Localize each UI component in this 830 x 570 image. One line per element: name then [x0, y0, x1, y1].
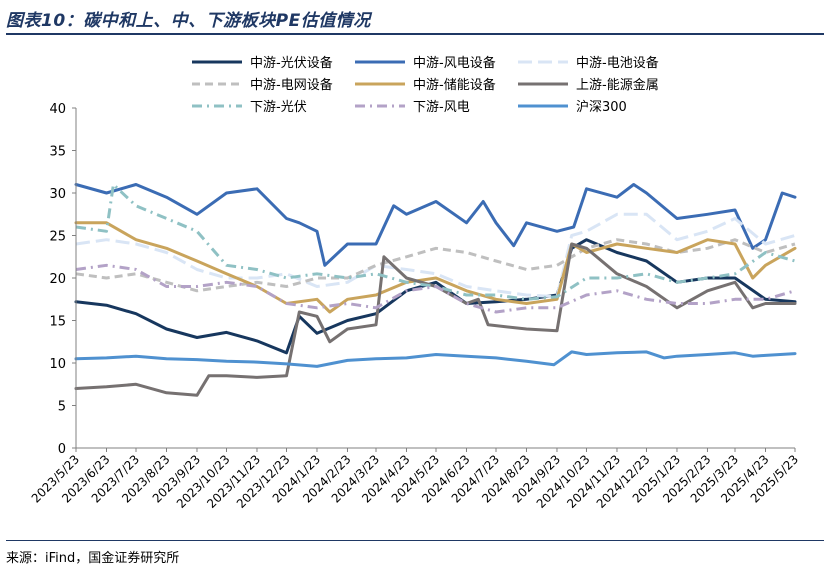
footer-divider [6, 540, 824, 541]
chart-axes: 05101520253035402023/5/232023/6/232023/7… [29, 102, 801, 511]
chart-title: 图表10：碳中和上、中、下游板块PE估值情况 [6, 11, 371, 31]
legend-label-6: 上游-能源金属 [576, 77, 659, 93]
series-line-7 [75, 183, 796, 301]
series-line-4 [75, 238, 796, 293]
y-tick-label: 40 [49, 102, 66, 117]
y-tick-label: 5 [58, 400, 66, 415]
legend-label-3: 中游-电池设备 [576, 55, 659, 71]
y-tick-label: 20 [49, 272, 66, 287]
y-tick-label: 35 [49, 145, 66, 160]
y-tick-label: 0 [58, 442, 66, 457]
y-tick-label: 30 [49, 187, 66, 202]
series-line-8 [75, 263, 796, 314]
plot-area [74, 183, 797, 397]
y-tick-label: 15 [49, 315, 66, 330]
series-line-9 [74, 350, 797, 368]
legend-label-2: 中游-风电设备 [413, 55, 496, 71]
series-line-1 [74, 238, 797, 355]
source-note: 来源：iFind，国金证券研究所 [6, 551, 180, 566]
series-line-3 [75, 212, 796, 299]
y-tick-label: 10 [49, 357, 66, 372]
legend-label-8: 下游-风电 [413, 100, 470, 115]
series-line-2 [74, 183, 797, 267]
legend-label-1: 中游-光伏设备 [250, 55, 333, 71]
y-tick-label: 25 [49, 230, 66, 245]
series-line-6 [74, 242, 797, 397]
legend-label-4: 中游-电网设备 [250, 77, 333, 93]
series-line-5 [74, 221, 797, 314]
title-divider [6, 33, 824, 35]
legend-label-7: 下游-光伏 [250, 100, 307, 115]
legend-label-5: 中游-储能设备 [413, 77, 496, 93]
legend-label-9: 沪深300 [576, 99, 627, 115]
